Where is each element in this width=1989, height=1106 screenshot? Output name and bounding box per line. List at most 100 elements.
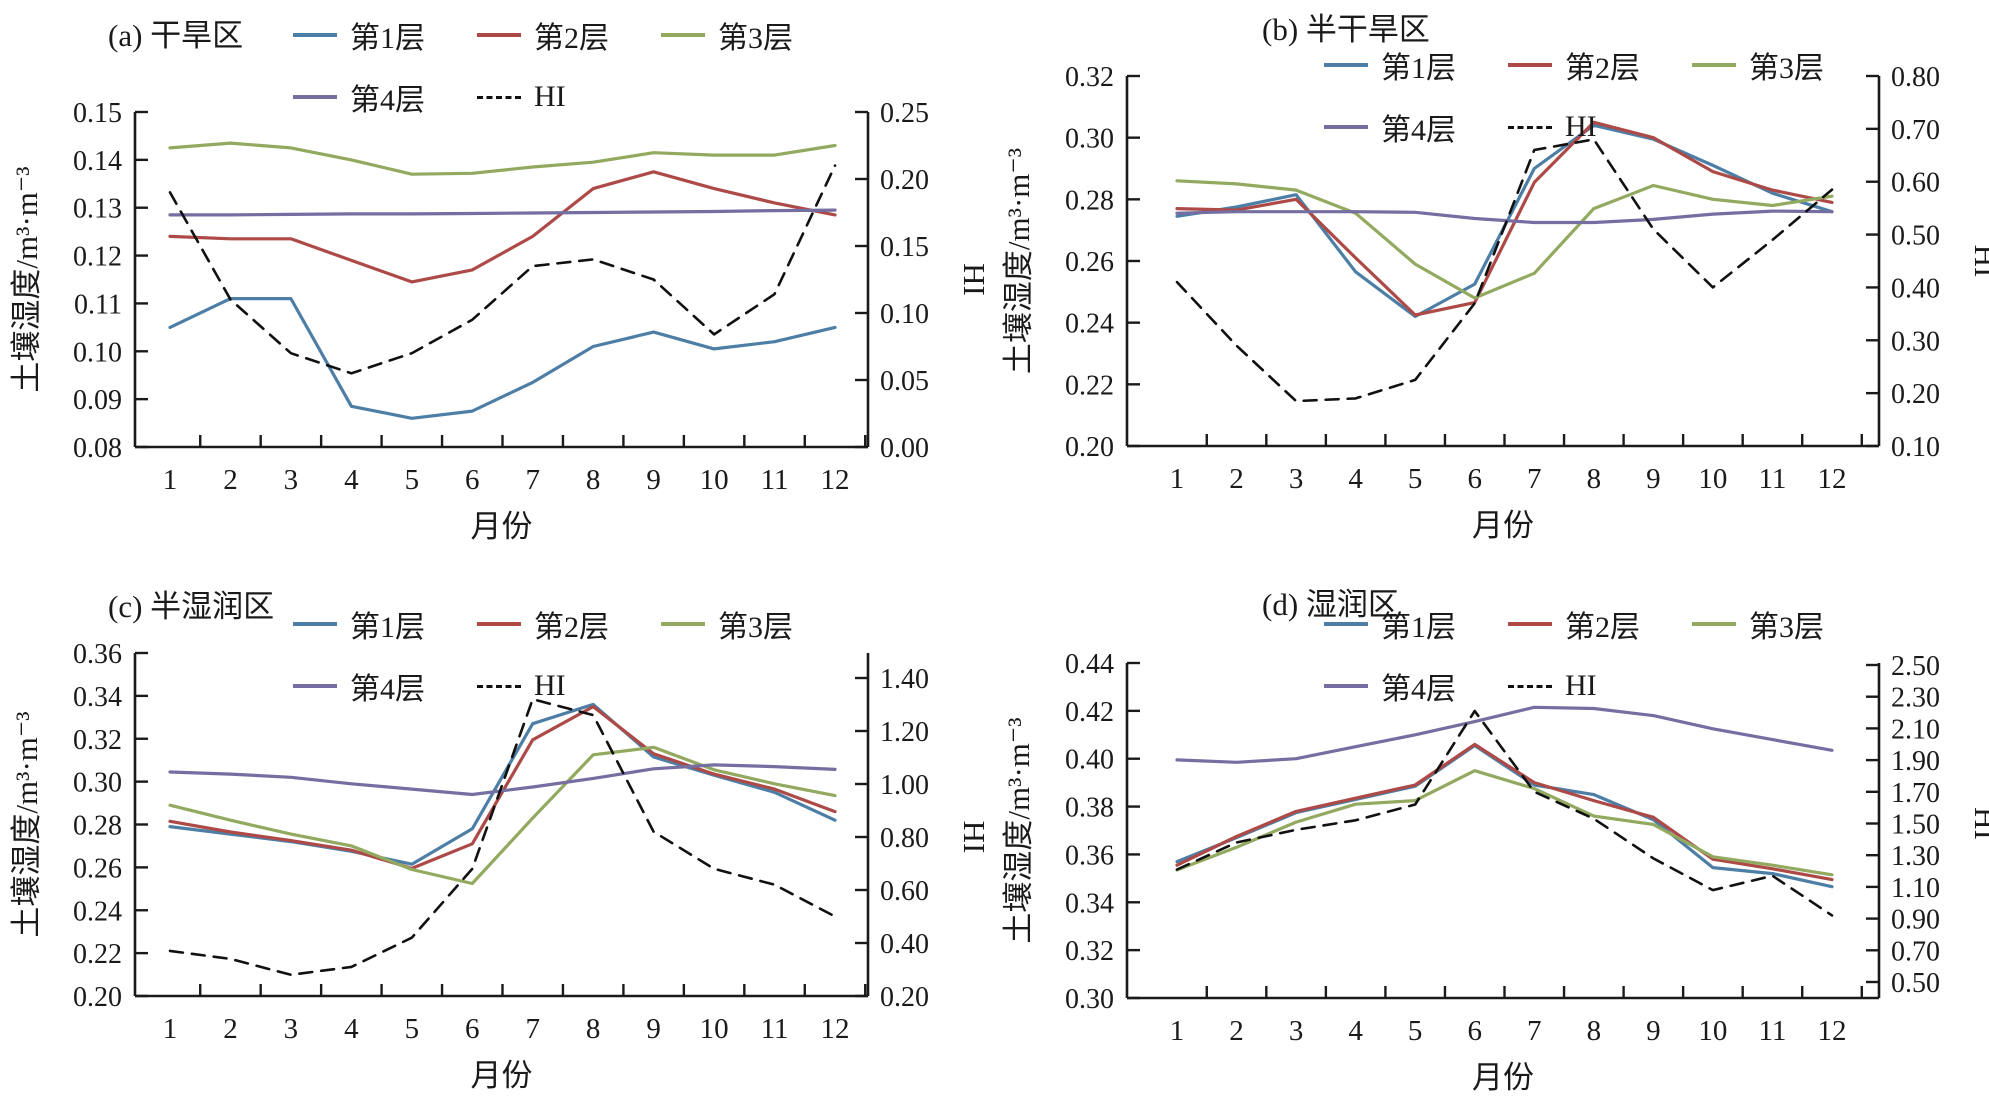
- svg-text:5: 5: [405, 1013, 420, 1045]
- legend-label: 第3层: [1749, 611, 1824, 644]
- legend-label: 第4层: [350, 673, 425, 706]
- series-d-layer4: [1175, 705, 1834, 764]
- legend-row: 第4层 HI: [293, 667, 845, 706]
- svg-text:7: 7: [1527, 463, 1542, 495]
- svg-text:0.20: 0.20: [880, 982, 929, 1013]
- svg-text:0.15: 0.15: [73, 98, 122, 129]
- legend-label: HI: [534, 80, 566, 113]
- svg-text:2: 2: [223, 1013, 238, 1045]
- svg-text:0.22: 0.22: [1065, 370, 1114, 401]
- legend-label: 第1层: [350, 611, 425, 644]
- svg-text:8: 8: [1587, 463, 1602, 495]
- series-a-hi: [168, 164, 837, 375]
- svg-text:0.20: 0.20: [73, 982, 122, 1013]
- svg-text:3: 3: [284, 1013, 299, 1045]
- svg-text:1.70: 1.70: [1891, 778, 1940, 809]
- series-a-layer3: [168, 141, 837, 176]
- legend-label: 第3层: [718, 22, 793, 55]
- svg-text:5: 5: [1408, 1015, 1423, 1047]
- svg-text:0.12: 0.12: [73, 242, 122, 273]
- svg-text:10: 10: [1698, 1015, 1727, 1047]
- svg-text:0.15: 0.15: [880, 232, 929, 263]
- svg-text:11: 11: [1758, 463, 1786, 495]
- svg-text:0.10: 0.10: [880, 299, 929, 330]
- svg-text:6: 6: [465, 464, 480, 496]
- svg-text:0.34: 0.34: [1065, 888, 1114, 919]
- series-d-layer3: [1175, 769, 1834, 877]
- svg-text:3: 3: [284, 464, 299, 496]
- series-c-layer4: [168, 763, 837, 797]
- svg-text:0.36: 0.36: [1065, 840, 1114, 871]
- svg-text:0.00: 0.00: [880, 433, 929, 464]
- svg-text:1.50: 1.50: [1891, 810, 1940, 841]
- hi-dashed-line-icon: [1508, 684, 1552, 688]
- svg-text:8: 8: [586, 1013, 601, 1045]
- legend-item-layer4: 第4层: [1324, 105, 1456, 149]
- svg-text:0.28: 0.28: [1065, 185, 1114, 216]
- chart-arid: 0.08 0.09 0.10 0.11 0.12 0.13 0.14 0.15 0.00 0.05…: [9, 98, 992, 544]
- svg-text:0.13: 0.13: [73, 194, 122, 225]
- svg-text:2: 2: [1229, 463, 1244, 495]
- panel-title: (c) 半湿润区: [108, 589, 275, 624]
- panel-title: (b) 半干旱区: [1262, 12, 1430, 47]
- svg-text:8: 8: [1587, 1015, 1602, 1047]
- series-a-layer2: [168, 170, 837, 284]
- legend-label: 第2层: [1565, 52, 1640, 85]
- legend-row: 第1层 第2层 第3层: [293, 605, 845, 644]
- svg-text:0.34: 0.34: [73, 682, 122, 713]
- svg-text:12: 12: [821, 464, 850, 496]
- svg-text:4: 4: [1348, 463, 1363, 495]
- svg-text:12: 12: [821, 1013, 850, 1045]
- panel-semi-humid: (c) 半湿润区 第1层 第2层 第3层 第4层 HI 0.20 0.22 0.24…: [0, 553, 995, 1106]
- legend-row: 第1层 第2层 第3层: [293, 16, 845, 55]
- svg-text:1.00: 1.00: [880, 770, 929, 801]
- panel-legend: 第1层 第2层 第3层 第4层 HI: [1324, 46, 1876, 149]
- layer1-line-icon: [293, 622, 337, 626]
- series-a-layer1: [168, 297, 837, 420]
- chart-a-axes: 0.08 0.09 0.10 0.11 0.12 0.13 0.14 0.15 0.00 0.05…: [9, 98, 992, 544]
- panel-arid: (a) 干旱区 第1层 第2层 第3层 第4层 HI 0.08 0.09 0.10 0…: [0, 0, 995, 553]
- svg-text:0.90: 0.90: [1891, 905, 1940, 936]
- legend-item-layer2: 第2层: [1508, 602, 1640, 646]
- layer2-line-icon: [1508, 622, 1552, 626]
- svg-text:0.40: 0.40: [1891, 273, 1940, 304]
- legend-item-hi: HI: [1508, 669, 1597, 703]
- chart-b-axes: 0.20 0.22 0.24 0.26 0.28 0.30 0.32 0.10 0.20 0.30…: [1001, 62, 1989, 543]
- svg-text:7: 7: [525, 1013, 540, 1045]
- svg-text:7: 7: [1527, 1015, 1542, 1047]
- hi-dashed-line-icon: [477, 684, 521, 688]
- svg-text:10: 10: [700, 1013, 729, 1045]
- svg-text:0.42: 0.42: [1065, 697, 1114, 728]
- svg-text:6: 6: [465, 1013, 480, 1045]
- svg-text:7: 7: [525, 464, 540, 496]
- svg-text:0.38: 0.38: [1065, 793, 1114, 824]
- legend-label: 第4层: [1381, 114, 1456, 147]
- svg-text:12: 12: [1818, 463, 1847, 495]
- svg-text:1.40: 1.40: [880, 664, 929, 695]
- svg-text:1: 1: [163, 1013, 178, 1045]
- right-y-axis-title: HI: [1968, 807, 1989, 840]
- legend-label: 第2层: [534, 611, 609, 644]
- svg-text:2: 2: [223, 464, 238, 496]
- svg-text:11: 11: [761, 464, 789, 496]
- panel-legend: 第1层 第2层 第3层 第4层 HI: [293, 16, 845, 117]
- legend-row: 第1层 第2层 第3层: [1324, 46, 1876, 85]
- svg-text:9: 9: [1646, 1015, 1661, 1047]
- svg-text:0.05: 0.05: [880, 366, 929, 397]
- series-c-layer1: [168, 702, 837, 866]
- legend-row: 第4层 HI: [1324, 105, 1876, 149]
- right-y-axis-title: HI: [957, 821, 992, 854]
- layer4-line-icon: [293, 684, 337, 688]
- chart-c-axes: 0.20 0.22 0.24 0.26 0.28 0.30 0.32 0.34 0.36 0.20…: [9, 639, 992, 1093]
- svg-text:2.30: 2.30: [1891, 683, 1940, 714]
- svg-text:0.32: 0.32: [1065, 62, 1114, 93]
- legend-item-hi: HI: [1508, 110, 1597, 144]
- layer1-line-icon: [1324, 63, 1368, 67]
- svg-text:0.50: 0.50: [1891, 968, 1940, 999]
- layer4-line-icon: [1324, 125, 1368, 129]
- svg-text:1: 1: [1170, 463, 1185, 495]
- svg-text:0.25: 0.25: [880, 98, 929, 129]
- svg-text:4: 4: [344, 1013, 359, 1045]
- svg-text:12: 12: [1818, 1015, 1847, 1047]
- svg-text:0.20: 0.20: [880, 165, 929, 196]
